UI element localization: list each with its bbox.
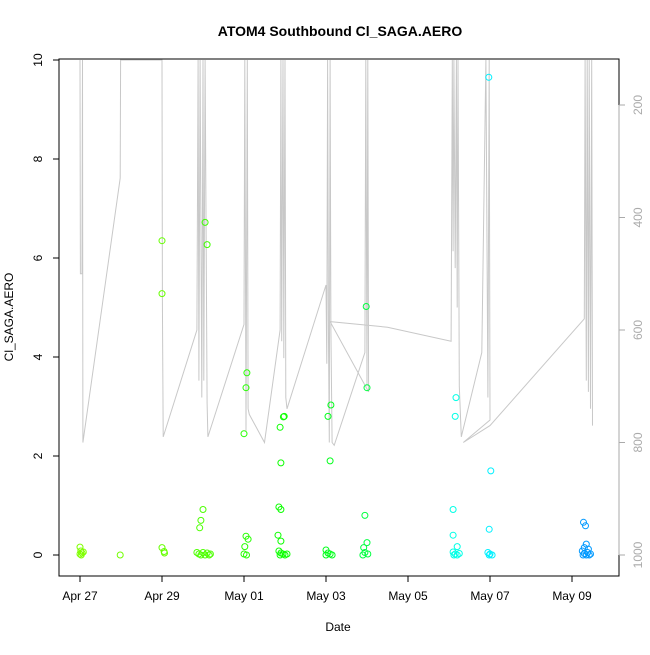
- data-point: [158, 237, 166, 245]
- data-point: [361, 511, 369, 519]
- axes: Apr 27 Apr 29 May 01 May 03 May 05 May 07 May …: [31, 53, 645, 603]
- data-point: [485, 551, 493, 559]
- data-point: [451, 412, 459, 420]
- data-point: [582, 522, 589, 530]
- altitude-line: [79, 59, 593, 447]
- y-tick-label: 2: [31, 452, 45, 459]
- data-point: [327, 401, 335, 409]
- data-point: [453, 551, 461, 559]
- data-point: [196, 524, 204, 532]
- data-point: [201, 218, 209, 226]
- data-point: [158, 290, 166, 298]
- data-point: [201, 551, 209, 559]
- data-point: [485, 525, 493, 533]
- data-point: [360, 544, 368, 552]
- data-point: [283, 550, 291, 558]
- y-tick-label: 8: [31, 155, 45, 162]
- x-tick-label: May 09: [552, 589, 592, 603]
- data-point: [326, 457, 334, 465]
- data-point: [579, 551, 587, 559]
- data-point: [242, 384, 250, 392]
- data-points: [76, 73, 594, 559]
- data-point: [276, 551, 284, 559]
- y-tick-label: 4: [31, 353, 45, 360]
- data-point: [279, 413, 287, 421]
- x-axis-label: Date: [325, 620, 351, 634]
- y-tick-label: 0: [31, 551, 45, 558]
- x-tick-label: May 03: [306, 589, 346, 603]
- y-tick-label: 6: [31, 254, 45, 261]
- altitude-trace: [79, 59, 593, 447]
- x-tick-label: May 07: [470, 589, 510, 603]
- data-point: [580, 518, 587, 526]
- data-point: [363, 539, 371, 547]
- data-point: [452, 394, 460, 402]
- y2-tick-label: 200: [631, 95, 645, 115]
- data-point: [276, 423, 284, 431]
- data-point: [241, 543, 249, 551]
- x-tick-label: May 01: [224, 589, 264, 603]
- data-point: [324, 412, 332, 420]
- plot-frame: [58, 58, 620, 577]
- data-point: [203, 549, 211, 557]
- data-point: [364, 550, 372, 558]
- y2-tick-label: 600: [631, 320, 645, 340]
- data-point: [277, 506, 285, 513]
- data-point: [205, 551, 213, 559]
- y-tick-label: 10: [31, 53, 45, 67]
- data-point: [449, 506, 457, 513]
- x-tick-label: Apr 27: [62, 589, 98, 603]
- data-point: [359, 551, 367, 559]
- data-point: [206, 550, 214, 558]
- data-point: [362, 303, 370, 310]
- data-point: [116, 551, 124, 559]
- x-tick-label: Apr 29: [144, 589, 180, 603]
- data-point: [453, 543, 461, 551]
- data-point: [76, 543, 84, 551]
- data-point: [274, 531, 282, 539]
- data-point: [240, 430, 248, 438]
- data-point: [587, 550, 594, 558]
- data-point: [363, 384, 371, 392]
- data-point: [487, 467, 495, 475]
- data-point: [328, 551, 336, 559]
- data-point: [203, 241, 211, 249]
- data-point: [485, 73, 493, 81]
- y2-tick-label: 800: [631, 432, 645, 452]
- chart-title: ATOM4 Southbound Cl_SAGA.AERO: [218, 23, 463, 39]
- y-axis-label: Cl_SAGA.AERO: [2, 273, 16, 362]
- data-point: [197, 516, 205, 524]
- data-point: [244, 535, 252, 543]
- data-point: [243, 369, 251, 377]
- data-point: [277, 459, 285, 467]
- data-point: [449, 531, 457, 539]
- data-point: [450, 551, 458, 559]
- data-point: [582, 551, 590, 559]
- data-point: [161, 549, 168, 557]
- data-point: [199, 506, 207, 513]
- data-point: [243, 551, 250, 559]
- y2-tick-label: 1000: [631, 541, 645, 568]
- x-tick-label: May 05: [388, 589, 428, 603]
- data-point: [277, 537, 285, 545]
- data-point: [77, 551, 85, 559]
- data-point: [488, 551, 496, 559]
- y2-tick-label: 400: [631, 207, 645, 227]
